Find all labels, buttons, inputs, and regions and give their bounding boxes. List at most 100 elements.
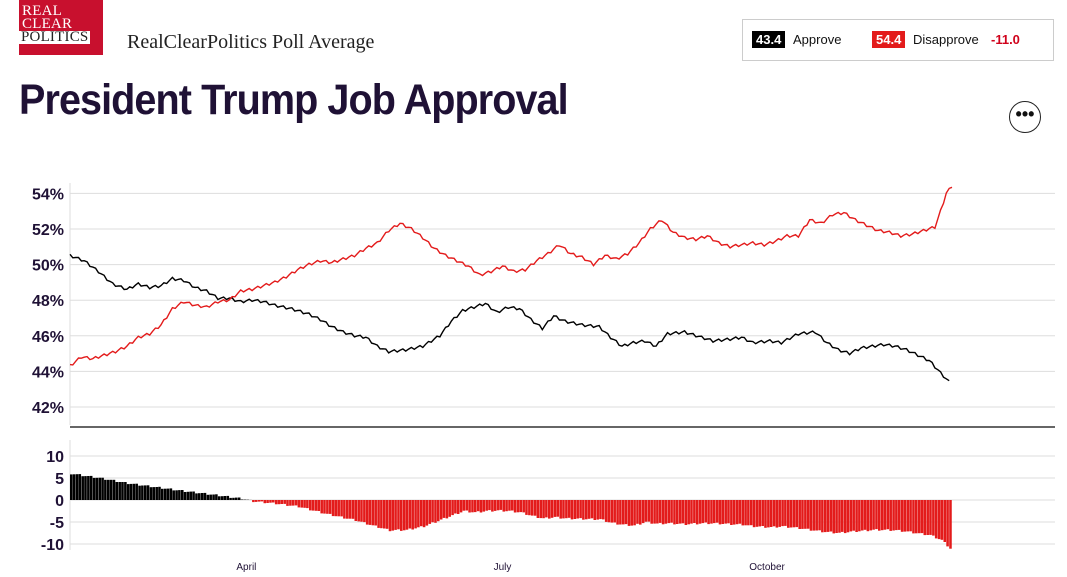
spread-bar (804, 500, 807, 529)
more-options-button[interactable]: ••• (1009, 101, 1041, 133)
spread-y-tick-label: 5 (55, 471, 64, 488)
spread-bar (636, 500, 639, 524)
spread-bar (815, 500, 818, 531)
spread-bar (229, 497, 232, 500)
spread-bar (263, 500, 267, 504)
spread-bar (92, 477, 96, 500)
spread-bar (371, 500, 375, 526)
spread-bar (778, 500, 781, 527)
spread-bar (493, 500, 497, 511)
spread-bar (795, 500, 799, 528)
spread-bar (408, 500, 412, 529)
spread-bar (610, 500, 614, 523)
spread-bar (849, 500, 853, 532)
y-tick-label: 46% (32, 329, 64, 346)
spread-bar (75, 474, 79, 500)
spread-bar (272, 500, 275, 503)
spread-bar (926, 500, 929, 535)
spread-bar (582, 500, 585, 520)
spread-bar (346, 500, 349, 519)
spread-bar (269, 500, 272, 503)
spread-bar (240, 499, 244, 500)
spread-bar (328, 500, 332, 514)
spread-bar (627, 500, 631, 526)
spread-bar (377, 500, 380, 528)
spread-bar (684, 500, 688, 525)
spread-bar (459, 500, 463, 513)
spread-bar (937, 500, 941, 540)
spread-bar (414, 500, 417, 529)
spread-bar (607, 500, 611, 523)
spread-bar (641, 500, 645, 524)
spread-bar (448, 500, 451, 517)
spread-bar (562, 500, 565, 519)
spread-bar (585, 500, 588, 520)
spread-bar (940, 500, 944, 540)
spread-bar (556, 500, 560, 517)
spread-bar (465, 500, 469, 511)
spread-bar (878, 500, 881, 531)
spread-bar (565, 500, 568, 519)
spread-bar (141, 485, 144, 500)
spread-bar (519, 500, 523, 513)
spread-bar (354, 500, 358, 521)
spread-bar (428, 500, 432, 524)
spread-bar (619, 500, 622, 525)
spread-bar (380, 500, 383, 529)
spread-bar (101, 477, 104, 500)
spread-bar (727, 500, 730, 524)
spread-bar (798, 500, 801, 529)
spread-bar (485, 500, 488, 511)
spread-bar (417, 500, 420, 528)
spread-bar (781, 500, 784, 527)
spread-bar (525, 500, 528, 515)
spread-bar (252, 500, 255, 503)
spread-bar (422, 500, 426, 528)
spread-bar (277, 500, 281, 505)
spread-bar (109, 479, 113, 500)
spread-bar (900, 500, 904, 532)
spread-bar (104, 479, 107, 500)
spread-bar (394, 500, 397, 530)
spread-bar (872, 500, 875, 530)
spread-bar (715, 500, 719, 523)
spread-bar (869, 500, 873, 531)
spread-bar (172, 490, 175, 500)
spread-bar (892, 500, 895, 531)
spread-bar (934, 500, 938, 539)
spread-bar (488, 500, 491, 511)
spread-bar (309, 500, 312, 511)
spread-bar (365, 500, 369, 525)
spread-bar (161, 488, 164, 500)
spread-bar (144, 485, 147, 500)
spread-bar (439, 500, 443, 520)
spread-bar (593, 500, 597, 520)
spread-bar (676, 500, 679, 524)
spread-bar (294, 500, 298, 506)
spread-bar (576, 500, 579, 519)
spread-bar (713, 500, 716, 524)
spread-bar (508, 500, 511, 511)
spread-bar (590, 500, 594, 519)
spread-bar (209, 494, 212, 500)
poll-average-subtitle: RealClearPolitics Poll Average (127, 31, 375, 53)
spread-bar (787, 500, 790, 528)
y-tick-label: 54% (32, 186, 64, 203)
spread-bar (468, 500, 471, 513)
spread-bar (388, 500, 392, 532)
spread-bar (291, 500, 295, 506)
spread-bar (943, 500, 947, 542)
spread-bar (772, 500, 776, 527)
spread-bar (348, 500, 352, 519)
spread-bar (152, 487, 156, 500)
spread-bar (707, 500, 710, 525)
spread-bar (587, 500, 591, 519)
spread-bar (357, 500, 360, 522)
spread-bar (550, 500, 554, 518)
spread-bar (747, 500, 750, 526)
spread-bar (135, 483, 138, 500)
spread-bar (858, 500, 861, 532)
page-title: President Trump Job Approval (19, 76, 569, 124)
spread-bar (946, 500, 949, 547)
